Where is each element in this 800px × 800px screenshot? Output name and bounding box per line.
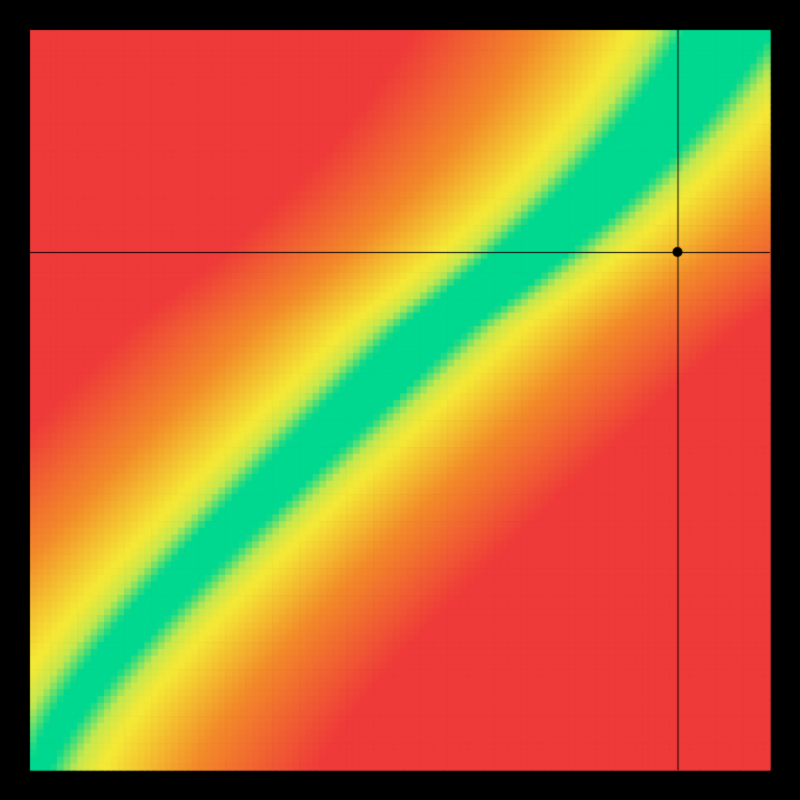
chart-container: TheBottleneck.com [0,0,800,800]
heatmap-canvas [0,0,800,800]
